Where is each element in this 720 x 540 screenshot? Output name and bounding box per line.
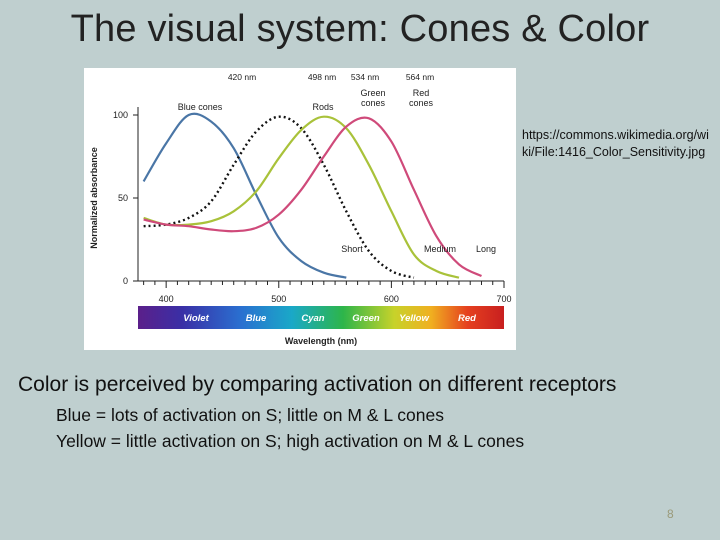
series-label: Rods: [312, 102, 334, 112]
series-label-line: Red: [413, 88, 430, 98]
series-label: Green cones: [360, 88, 385, 108]
chart-curves: [142, 112, 482, 279]
series-label-line: Green: [360, 88, 385, 98]
band-label-long: Long: [476, 244, 496, 254]
slide-title: The visual system: Cones & Color: [70, 8, 650, 50]
curve-red-cones: [143, 116, 482, 278]
peak-label: 534 nm: [351, 72, 379, 82]
peak-label: 498 nm: [308, 72, 336, 82]
spectrum-labels: Violet Blue Cyan Green Yellow Red: [183, 313, 476, 324]
series-label: Blue cones: [178, 102, 223, 112]
curve-rods: [143, 115, 415, 279]
spectrum-bar: [138, 306, 504, 329]
main-statement: Color is perceived by comparing activati…: [18, 373, 617, 396]
x-tick-label: 600: [384, 294, 399, 304]
series-label-line: cones: [361, 98, 386, 108]
series-label-line: cones: [409, 98, 434, 108]
chart-labels: 420 nm 498 nm 534 nm 564 nm Blue cones Rods Gr…: [178, 72, 496, 254]
spectrum-label-green: Green: [352, 313, 380, 324]
y-tick-label: 0: [123, 276, 128, 286]
spectrum-label-red: Red: [458, 313, 476, 324]
x-axis-title: Wavelength (nm): [285, 336, 357, 346]
band-label-medium: Medium: [424, 244, 456, 254]
spectrum-label-yellow: Yellow: [399, 313, 429, 324]
image-credit-link[interactable]: https://commons.wikimedia.org/wiki/File:…: [522, 128, 709, 159]
chart-axes: 400 500 600 700 0 50 100 Normalized absorbance W…: [89, 107, 512, 346]
series-label-line: Blue cones: [178, 102, 223, 112]
y-tick-label: 100: [113, 110, 128, 120]
bullet-yellow: Yellow = little activation on S; high ac…: [56, 431, 525, 451]
peak-label: 564 nm: [406, 72, 434, 82]
curve-green-cones: [143, 115, 460, 279]
cone-sensitivity-chart: 400 500 600 700 0 50 100 Normalized absorbance W…: [89, 72, 512, 346]
band-label-short: Short: [341, 244, 363, 254]
y-axis-title: Normalized absorbance: [89, 147, 99, 249]
spectrum-label-cyan: Cyan: [301, 313, 324, 324]
spectrum-label-violet: Violet: [183, 313, 209, 324]
series-label: Red cones: [409, 88, 434, 108]
peak-label: 420 nm: [228, 72, 256, 82]
series-label-line: Rods: [312, 102, 334, 112]
cone-sensitivity-figure: 400 500 600 700 0 50 100 Normalized absorbance W…: [84, 68, 516, 350]
spectrum-label-blue: Blue: [246, 313, 267, 324]
x-tick-label: 500: [271, 294, 286, 304]
curve-blue-cones: [142, 112, 347, 279]
x-tick-label: 700: [496, 294, 511, 304]
bullet-blue: Blue = lots of activation on S; little o…: [56, 405, 444, 425]
x-tick-label: 400: [159, 294, 174, 304]
page-number: 8: [667, 507, 674, 521]
y-tick-label: 50: [118, 193, 128, 203]
